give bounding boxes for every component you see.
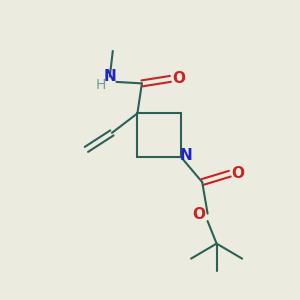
Text: O: O bbox=[172, 71, 185, 86]
Text: N: N bbox=[180, 148, 192, 163]
Text: O: O bbox=[232, 166, 245, 181]
Text: O: O bbox=[193, 207, 206, 222]
Text: N: N bbox=[103, 69, 116, 84]
Text: H: H bbox=[96, 78, 106, 92]
